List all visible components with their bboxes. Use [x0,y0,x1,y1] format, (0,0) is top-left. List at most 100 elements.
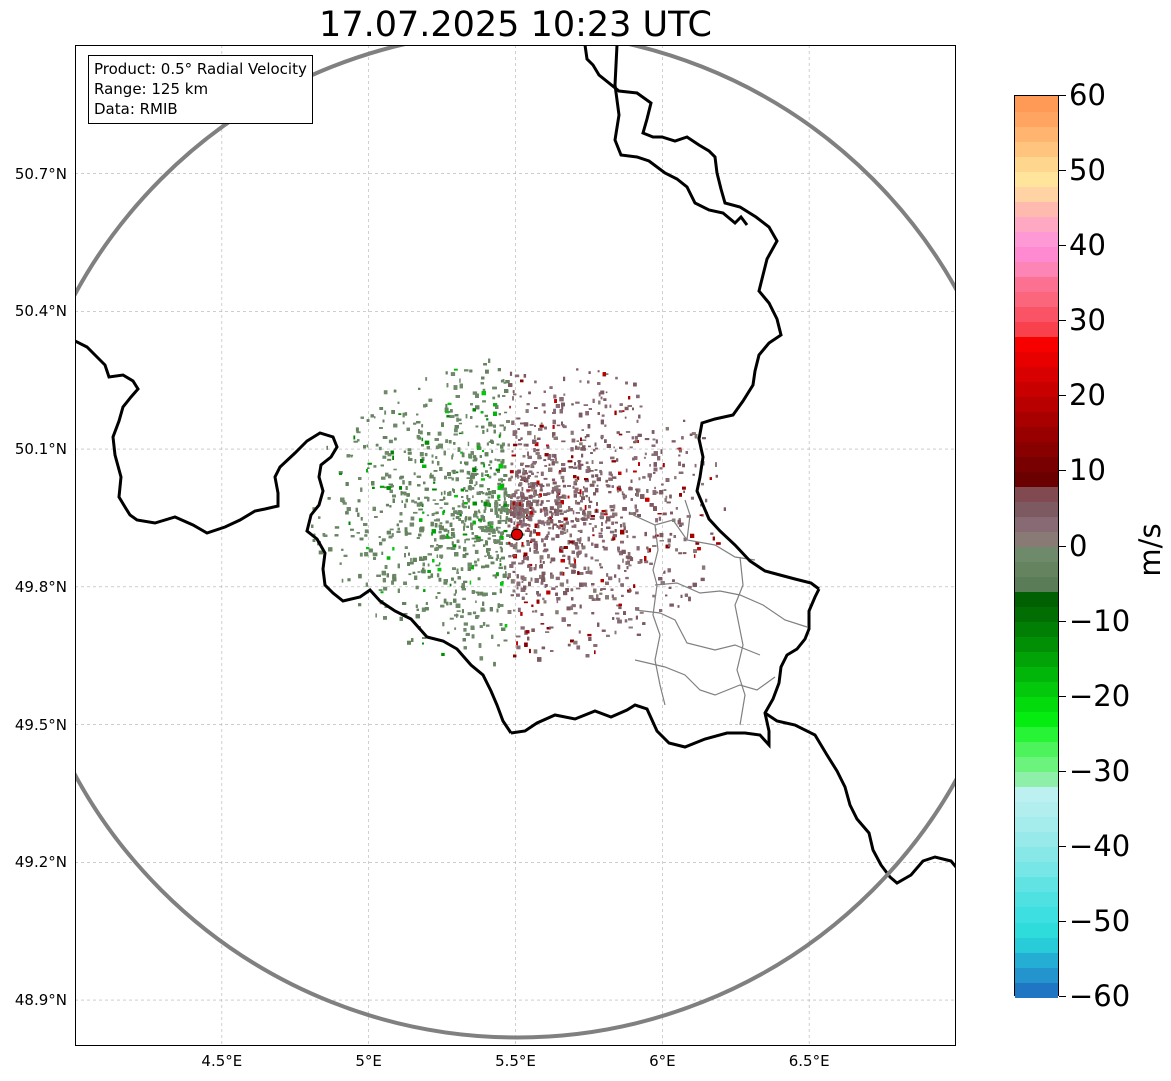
velocity-pixel [360,517,363,521]
velocity-pixel [670,511,673,515]
velocity-pixel [596,477,601,482]
velocity-pixel [678,552,682,555]
velocity-pixel [516,502,521,505]
velocity-pixel [497,368,501,372]
velocity-pixel [486,428,489,433]
velocity-pixel [590,452,593,454]
velocity-pixel [578,630,581,634]
velocity-pixel [642,476,646,479]
velocity-pixel [508,478,512,482]
velocity-pixel [462,499,464,504]
velocity-pixel [326,445,328,450]
velocity-pixel [527,636,530,641]
velocity-pixel [545,631,550,633]
velocity-pixel [471,472,475,476]
velocity-pixel [391,484,394,488]
velocity-pixel [559,512,564,515]
velocity-pixel [601,414,605,417]
velocity-pixel [529,567,533,571]
velocity-pixel [588,496,590,502]
velocity-pixel [529,424,534,426]
velocity-pixel [460,511,463,514]
velocity-pixel [466,470,471,475]
velocity-pixel [358,477,362,480]
velocity-pixel [552,432,556,436]
velocity-pixel [327,497,331,500]
velocity-pixel [396,523,399,527]
velocity-pixel [437,461,440,466]
velocity-pixel [622,558,624,563]
velocity-pixel [453,489,455,493]
velocity-pixel [480,478,485,481]
velocity-pixel [360,487,363,492]
velocity-pixel [602,545,605,549]
velocity-pixel [574,462,576,466]
velocity-pixel [539,574,543,580]
velocity-pixel [403,450,406,453]
velocity-pixel [423,556,428,561]
velocity-pixel [533,540,538,544]
velocity-pixel [576,476,580,481]
velocity-pixel [523,374,527,378]
velocity-pixel [674,476,677,480]
velocity-pixel [450,409,453,413]
velocity-pixel [541,646,546,650]
velocity-pixel [431,460,434,464]
velocity-pixel [406,493,410,497]
velocity-pixel [438,524,442,528]
velocity-pixel [383,586,388,591]
velocity-pixel [488,464,491,466]
velocity-pixel [357,499,361,503]
velocity-pixel [569,540,574,544]
velocity-pixel [341,578,344,583]
velocity-pixel [483,544,486,547]
velocity-pixel [539,483,543,487]
velocity-pixel [442,622,445,627]
velocity-pixel [424,487,429,491]
velocity-pixel [521,560,525,564]
velocity-pixel [562,425,567,429]
velocity-pixel [359,552,363,557]
velocity-pixel [499,535,504,540]
velocity-pixel [430,573,434,578]
velocity-pixel [359,537,364,541]
velocity-pixel [401,500,403,503]
velocity-pixel [432,488,437,491]
velocity-pixel [474,510,478,515]
velocity-pixel [630,557,634,562]
velocity-pixel [510,579,515,584]
velocity-pixel [459,513,462,517]
velocity-pixel [516,549,521,553]
velocity-pixel [497,482,502,486]
velocity-pixel [404,412,408,416]
velocity-pixel [548,492,551,495]
velocity-pixel [579,507,582,511]
velocity-pixel [456,417,459,422]
velocity-pixel [566,509,570,512]
velocity-pixel [678,461,681,466]
velocity-pixel [618,410,623,413]
velocity-pixel [570,605,573,610]
velocity-pixel [441,422,444,427]
velocity-pixel [563,591,568,596]
velocity-pixel [609,404,612,408]
velocity-pixel [561,527,566,530]
velocity-pixel [613,504,616,509]
velocity-pixel [474,564,478,567]
velocity-pixel [628,618,633,621]
velocity-pixel [652,438,656,441]
velocity-pixel [408,552,410,556]
velocity-pixel [543,459,547,462]
velocity-pixel [594,525,597,528]
velocity-pixel [509,371,513,376]
velocity-pixel [577,464,582,468]
velocity-pixel [527,451,529,456]
velocity-pixel [498,478,501,481]
map-title: 17.07.2025 10:23 UTC [319,5,712,45]
velocity-pixel [451,455,453,460]
radar-map[interactable] [75,45,956,1046]
velocity-pixel [690,496,694,500]
velocity-pixel [682,463,685,468]
velocity-pixel [657,456,661,461]
velocity-pixel [550,574,554,579]
